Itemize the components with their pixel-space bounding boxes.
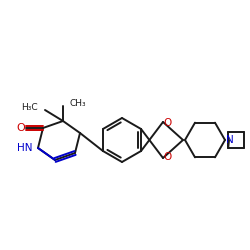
Text: CH₃: CH₃ (70, 100, 87, 108)
Text: O: O (16, 123, 26, 133)
Text: O: O (163, 118, 171, 128)
Text: H₃C: H₃C (22, 104, 38, 112)
Text: N: N (226, 135, 234, 145)
Text: O: O (163, 152, 171, 162)
Text: HN: HN (16, 143, 32, 153)
